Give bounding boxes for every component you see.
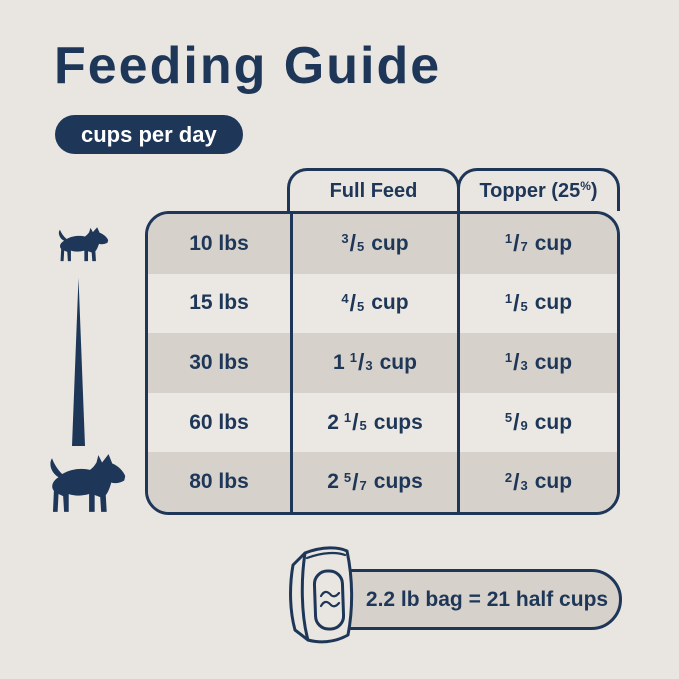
topper-cell: 1/3 cup: [457, 333, 617, 393]
fraction-slash: /: [513, 409, 520, 436]
fraction-numerator: 1: [504, 350, 513, 366]
fraction-denominator: 9: [520, 418, 528, 434]
page-title: Feeding Guide: [54, 37, 442, 95]
column-header-full-feed: Full Feed: [287, 168, 460, 211]
fraction: 1/3: [350, 349, 373, 376]
fraction-denominator: 3: [520, 358, 528, 374]
fraction: 5/9: [505, 409, 528, 436]
unit-label: cup: [534, 291, 573, 315]
fraction: 1/7: [505, 230, 528, 257]
fraction-slash: /: [349, 230, 357, 257]
fraction: 5/7: [344, 469, 367, 496]
fraction: 1/5: [505, 290, 528, 317]
percent-superscript: %: [580, 179, 591, 193]
fraction-slash: /: [352, 409, 359, 436]
bag-yield-text: 2.2 lb bag = 21 half cups: [365, 587, 609, 611]
fraction-numerator: 4: [341, 290, 349, 306]
fraction: 3/5: [341, 230, 364, 257]
fraction-whole: 2: [327, 470, 339, 494]
unit-label: cup: [371, 231, 409, 255]
unit-label: cup: [534, 470, 573, 494]
weight-cell: 80 lbs: [148, 452, 290, 512]
topper-cell: 1/7 cup: [457, 214, 617, 274]
fraction-slash: /: [513, 349, 520, 376]
fraction-numerator: 5: [343, 469, 352, 485]
fraction-slash: /: [513, 230, 520, 257]
fraction-whole: 1: [333, 350, 345, 374]
weight-cell: 10 lbs: [148, 214, 290, 274]
feeding-table: 10 lbs 3/5 cup 1/7 cup 15 lbs 4/5 cup 1/5 cu…: [145, 211, 620, 515]
full-feed-cell: 2 5/7 cups: [290, 452, 457, 512]
fraction: 1/5: [344, 409, 367, 436]
table-row-30lbs: 30 lbs 1 1/3 cup 1/3 cup: [148, 333, 617, 393]
weight-cell: 60 lbs: [148, 393, 290, 453]
fraction-slash: /: [349, 289, 357, 316]
fraction-numerator: 2: [504, 469, 513, 485]
table-row-10lbs: 10 lbs 3/5 cup 1/7 cup: [148, 214, 617, 274]
topper-cell: 1/5 cup: [457, 273, 617, 334]
fraction-slash: /: [513, 468, 520, 495]
fraction-denominator: 5: [357, 239, 365, 255]
unit-label: cups: [373, 410, 423, 434]
topper-cell: 2/3 cup: [457, 452, 617, 512]
full-feed-cell: 3/5 cup: [290, 214, 457, 274]
weight-value: 10 lbs: [189, 231, 249, 255]
fraction-denominator: 3: [520, 477, 528, 493]
fraction-numerator: 1: [504, 231, 513, 247]
topper-label-suffix: ): [590, 180, 598, 202]
weight-cell: 15 lbs: [148, 274, 290, 334]
full-feed-cell: 4/5 cup: [290, 273, 457, 334]
fraction: 2/3: [505, 469, 528, 496]
fraction-numerator: 5: [504, 410, 513, 426]
fraction: 4/5: [341, 290, 364, 317]
fraction-numerator: 1: [504, 290, 513, 306]
weight-value: 30 lbs: [189, 350, 249, 374]
table-row-60lbs: 60 lbs 2 1/5 cups 5/9 cup: [148, 392, 617, 453]
topper-label-prefix: Topper (25: [479, 180, 581, 202]
table-row-80lbs: 80 lbs 2 5/7 cups 2/3 cup: [148, 452, 617, 512]
unit-label: cup: [534, 410, 573, 434]
dog-food-bag-icon: [289, 546, 354, 644]
topper-label: Topper (25%): [479, 179, 597, 203]
full-feed-label: Full Feed: [329, 179, 418, 202]
full-feed-cell: 1 1/3 cup: [290, 333, 457, 393]
full-feed-cell: 2 1/5 cups: [290, 392, 457, 453]
fraction-numerator: 1: [349, 350, 357, 366]
fraction-denominator: 5: [357, 298, 365, 314]
unit-label: cup: [534, 231, 573, 255]
fraction: 1/3: [505, 349, 528, 376]
fraction-denominator: 3: [365, 358, 373, 374]
fraction-numerator: 3: [341, 231, 349, 247]
unit-label: cups: [373, 470, 423, 494]
cups-per-day-badge: cups per day: [55, 115, 243, 154]
topper-cell: 5/9 cup: [457, 392, 617, 453]
fraction-numerator: 1: [343, 410, 352, 426]
small-dog-icon: [58, 227, 109, 262]
bag-yield-note: 2.2 lb bag = 21 half cups: [300, 569, 622, 630]
unit-label: cup: [379, 350, 417, 374]
fraction-slash: /: [513, 289, 520, 316]
size-scale-wedge-icon: [72, 278, 85, 446]
table-row-15lbs: 15 lbs 4/5 cup 1/5 cup: [148, 273, 617, 334]
weight-cell: 30 lbs: [148, 333, 290, 393]
large-dog-icon: [50, 454, 126, 512]
unit-label: cup: [534, 350, 573, 374]
fraction-denominator: 5: [520, 298, 528, 314]
unit-label: cup: [371, 291, 409, 315]
fraction-denominator: 5: [359, 418, 367, 434]
fraction-whole: 2: [327, 410, 339, 434]
column-header-topper: Topper (25%): [457, 168, 620, 211]
fraction-slash: /: [357, 349, 365, 376]
fraction-denominator: 7: [520, 239, 528, 255]
fraction-slash: /: [352, 468, 359, 495]
fraction-denominator: 7: [359, 477, 367, 493]
weight-value: 80 lbs: [189, 470, 249, 494]
weight-value: 60 lbs: [189, 410, 249, 434]
weight-value: 15 lbs: [189, 291, 249, 315]
